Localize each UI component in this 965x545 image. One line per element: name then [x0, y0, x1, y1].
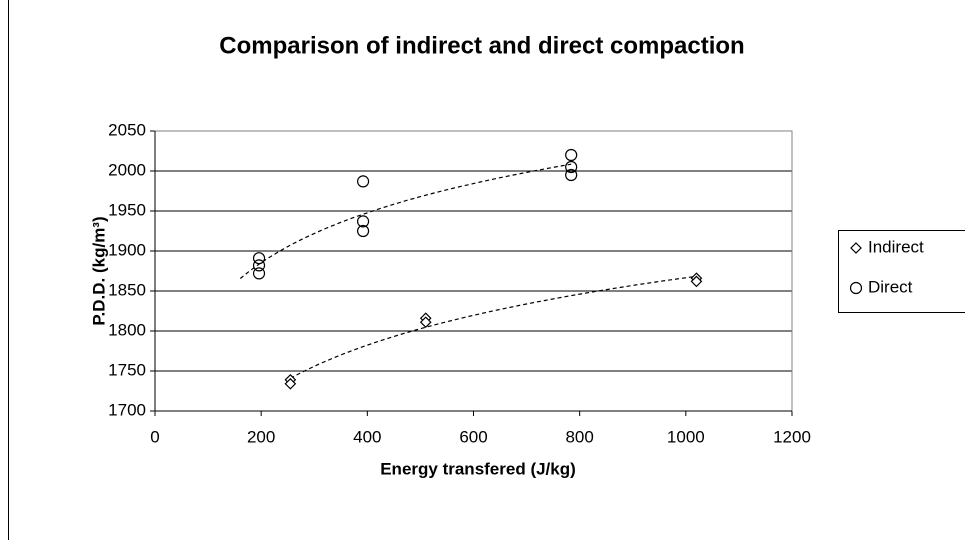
y-tick-label: 1800: [108, 320, 146, 339]
y-tick-label: 1700: [108, 400, 146, 419]
x-tick-label: 1200: [773, 427, 811, 446]
y-tick-label: 1950: [108, 200, 146, 219]
x-tick-label: 400: [353, 427, 381, 446]
x-tick-label: 600: [459, 427, 487, 446]
legend-label: Direct: [868, 277, 913, 296]
y-tick-label: 1750: [108, 360, 146, 379]
y-tick-label: 2050: [108, 120, 146, 139]
y-tick-label: 1900: [108, 240, 146, 259]
legend-label: Indirect: [868, 237, 924, 256]
y-tick-label: 1850: [108, 280, 146, 299]
chart-title: Comparison of indirect and direct compac…: [219, 32, 744, 59]
y-tick-label: 2000: [108, 160, 146, 179]
x-axis-label: Energy transfered (J/kg): [380, 459, 576, 478]
x-tick-label: 200: [247, 427, 275, 446]
x-tick-label: 800: [565, 427, 593, 446]
y-axis-label: P.D.D. (kg/m³): [89, 216, 108, 325]
x-tick-label: 1000: [667, 427, 705, 446]
x-tick-label: 0: [150, 427, 159, 446]
